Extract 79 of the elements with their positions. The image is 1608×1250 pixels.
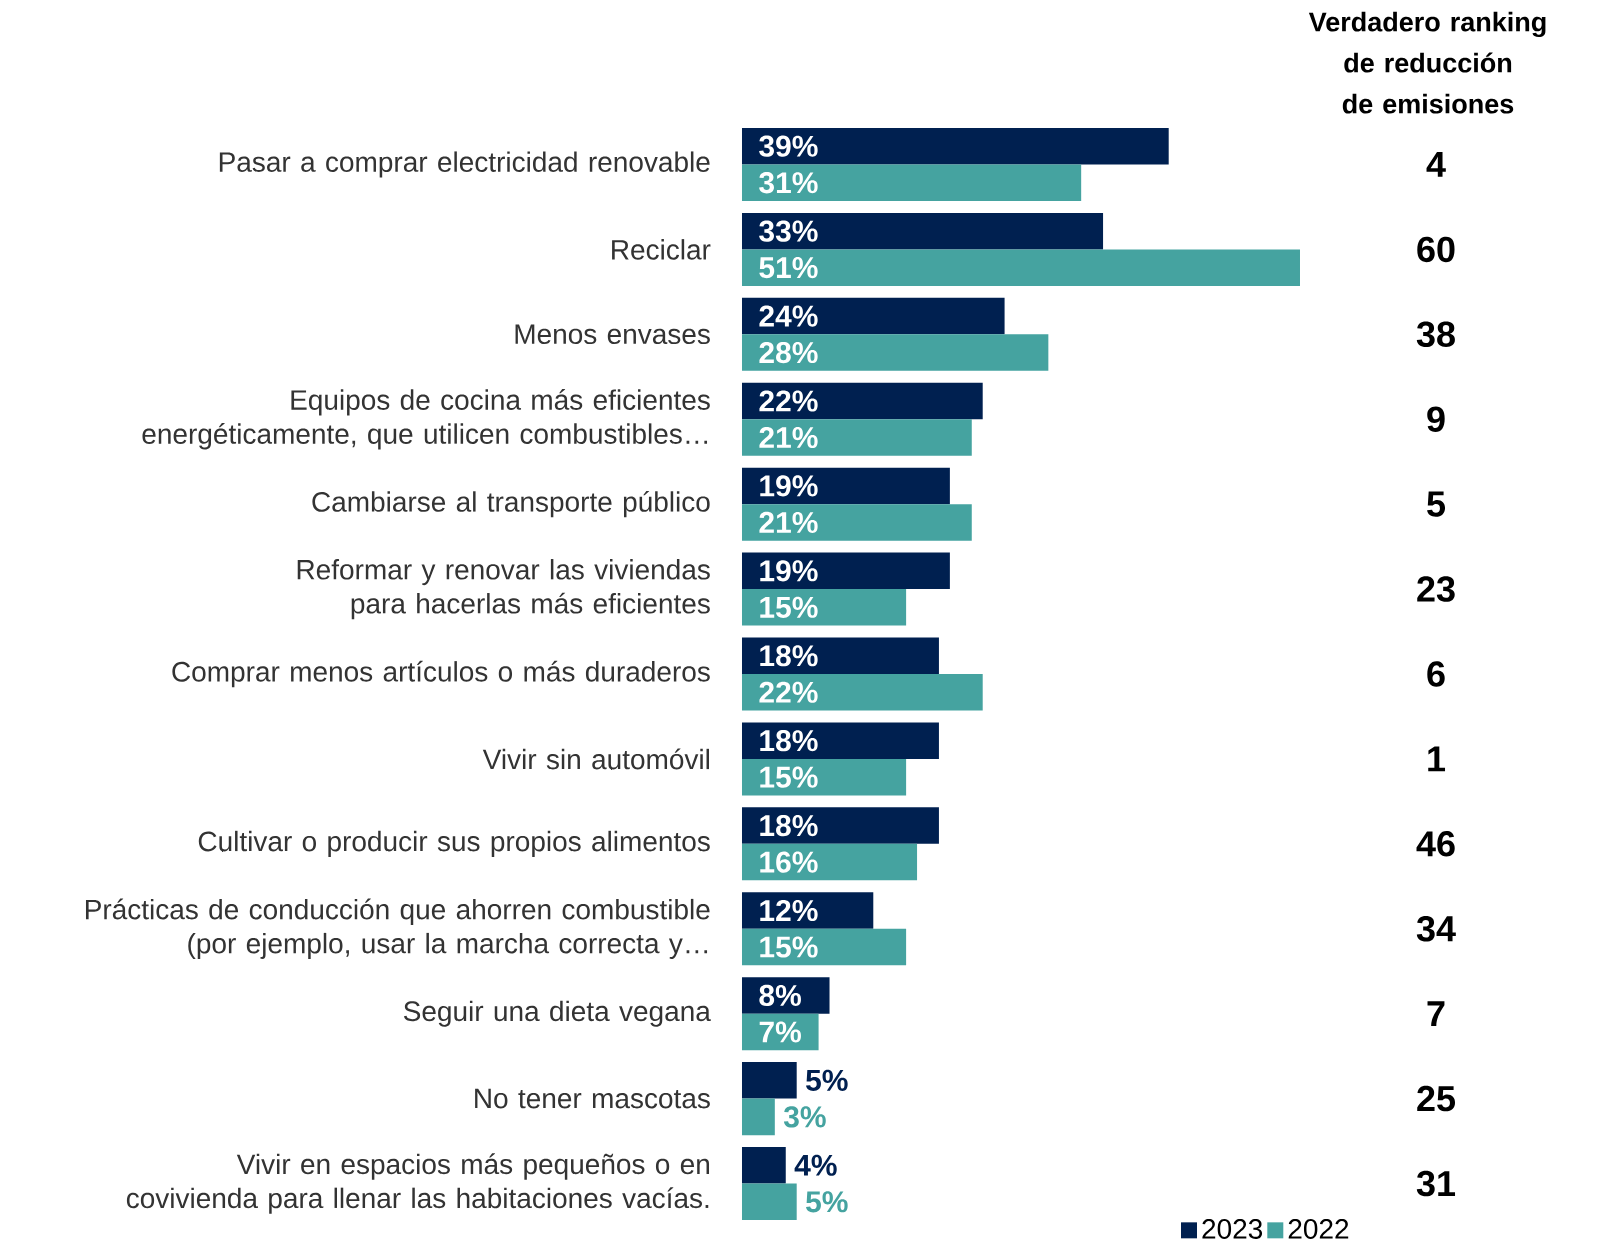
bar (742, 674, 983, 711)
y-tick-label: Pasar a comprar electricidad renovable (219, 151, 710, 178)
data-label: 16% (760, 851, 818, 873)
data-label: 7% (759, 1021, 801, 1043)
data-label: 5% (806, 1191, 848, 1213)
text: 38 (1416, 321, 1455, 348)
bar (742, 589, 907, 626)
bar (742, 1147, 786, 1184)
y-tick-label: Menos envases (515, 324, 710, 345)
y-tick-label: Vivir en espacios más pequeños o en covivienda para llenar las habitaciones vacías. (126, 1153, 710, 1214)
data-label: 15% (760, 936, 818, 958)
data-label: 18% (760, 815, 818, 837)
data-label: 3% (783, 1106, 826, 1128)
data-label: 21% (759, 512, 818, 534)
text: 34 (1416, 916, 1456, 942)
bar (742, 552, 950, 590)
data-label: 18% (760, 645, 818, 667)
data-label: 15% (760, 596, 818, 619)
text: 60 (1417, 236, 1455, 263)
bar (742, 844, 918, 881)
bar (742, 722, 939, 760)
bar (742, 419, 972, 456)
bar (742, 382, 983, 420)
text: 4 (1426, 152, 1446, 178)
data-label: 12% (760, 900, 818, 922)
text: 25 (1417, 1086, 1456, 1112)
bar (742, 164, 1082, 202)
bar (742, 298, 1005, 335)
y-tick-label: Reciclar (612, 239, 711, 260)
legend-label: 2022 (1288, 1219, 1349, 1240)
data-label: 28% (759, 342, 818, 364)
data-label: 24% (759, 305, 818, 327)
text: 6 (1427, 661, 1445, 687)
y-tick-label: Seguir una dieta vegana (403, 1000, 711, 1027)
bar (742, 892, 874, 929)
data-label: 21% (759, 427, 818, 449)
data-label: 39% (759, 135, 818, 158)
text: 7 (1427, 1001, 1445, 1027)
y-tick-label: Cambiarse al transporte público (312, 491, 710, 518)
text: 1 (1428, 746, 1446, 772)
text: 46 (1416, 831, 1455, 857)
bar (742, 467, 950, 505)
bar (742, 213, 1104, 250)
bar (742, 504, 972, 541)
data-label: 18% (760, 730, 818, 752)
y-tick-label: Prácticas de conducción que ahorren combustible (por ejemplo, usar la marcha correcta y… (85, 898, 710, 960)
data-label: 51% (759, 257, 818, 279)
data-label: 22% (759, 681, 818, 704)
text: 9 (1427, 406, 1445, 433)
y-tick-label: Reformar y renovar las viviendas para hacerlas más eficientes (297, 559, 710, 620)
y-tick-label: No tener mascotas (475, 1089, 710, 1109)
y-tick-label: Equipos de cocina más eficientes energéticamente, que utilicen combustibles… (142, 389, 710, 450)
legend-label: 2023 (1202, 1219, 1263, 1240)
text: 5 (1427, 491, 1446, 517)
bar (742, 807, 939, 845)
data-label: 5% (806, 1070, 848, 1092)
bar (742, 928, 907, 966)
data-label: 19% (760, 475, 818, 497)
data-label: 22% (759, 390, 818, 412)
data-label: 4% (794, 1154, 837, 1177)
data-label: 8% (759, 985, 801, 1007)
text: 23 (1417, 576, 1455, 603)
bar (742, 1062, 797, 1099)
data-label: 31% (759, 172, 818, 194)
data-label: 33% (759, 220, 818, 242)
bar (742, 1183, 797, 1221)
data-label: 19% (760, 560, 818, 582)
bar (742, 759, 907, 796)
bar (742, 334, 1049, 372)
text: Verdadero ranking de reducción de emisiones (1308, 11, 1546, 114)
bar (742, 1098, 775, 1136)
text: 31 (1416, 1170, 1456, 1197)
bar (742, 249, 1300, 287)
bar (742, 128, 1169, 165)
bar (742, 637, 939, 675)
data-label: 15% (760, 766, 818, 788)
y-tick-label: Cultivar o producir sus propios alimentos (198, 831, 710, 858)
y-tick-label: Vivir sin automóvil (482, 748, 710, 770)
y-tick-label: Comprar menos artículos o más duraderos (172, 660, 710, 688)
